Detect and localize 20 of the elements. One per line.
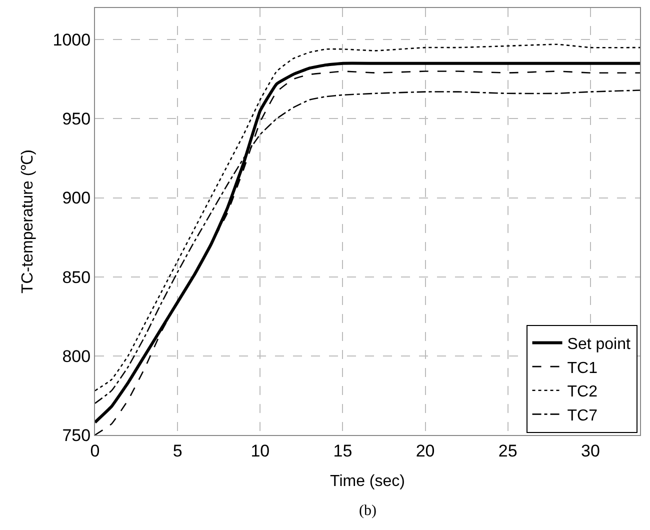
legend-label: TC2 (567, 384, 598, 401)
legend-label: Set point (567, 336, 631, 354)
x-tick-label: 10 (250, 441, 270, 460)
x-tick-label: 30 (580, 441, 600, 460)
y-tick-label: 900 (62, 188, 91, 208)
y-tick-label: 850 (62, 268, 91, 287)
x-axis-title: Time (sec) (330, 473, 405, 490)
y-tick-label: 950 (62, 110, 91, 129)
legend-label: TC1 (567, 360, 598, 377)
y-tick-label: 750 (62, 426, 91, 445)
y-tick-label: 1000 (52, 30, 91, 50)
x-tick-label: 25 (498, 441, 518, 460)
y-axis-title: TC-temperature (℃) (20, 149, 37, 294)
x-tick-label: 20 (416, 441, 435, 460)
y-tick-label: 800 (62, 346, 91, 366)
legend-label: TC7 (567, 407, 598, 424)
x-tick-label: 0 (90, 441, 100, 460)
x-tick-label: 15 (333, 441, 352, 460)
x-tick-label: 5 (172, 441, 182, 460)
text: (b) (359, 503, 376, 519)
